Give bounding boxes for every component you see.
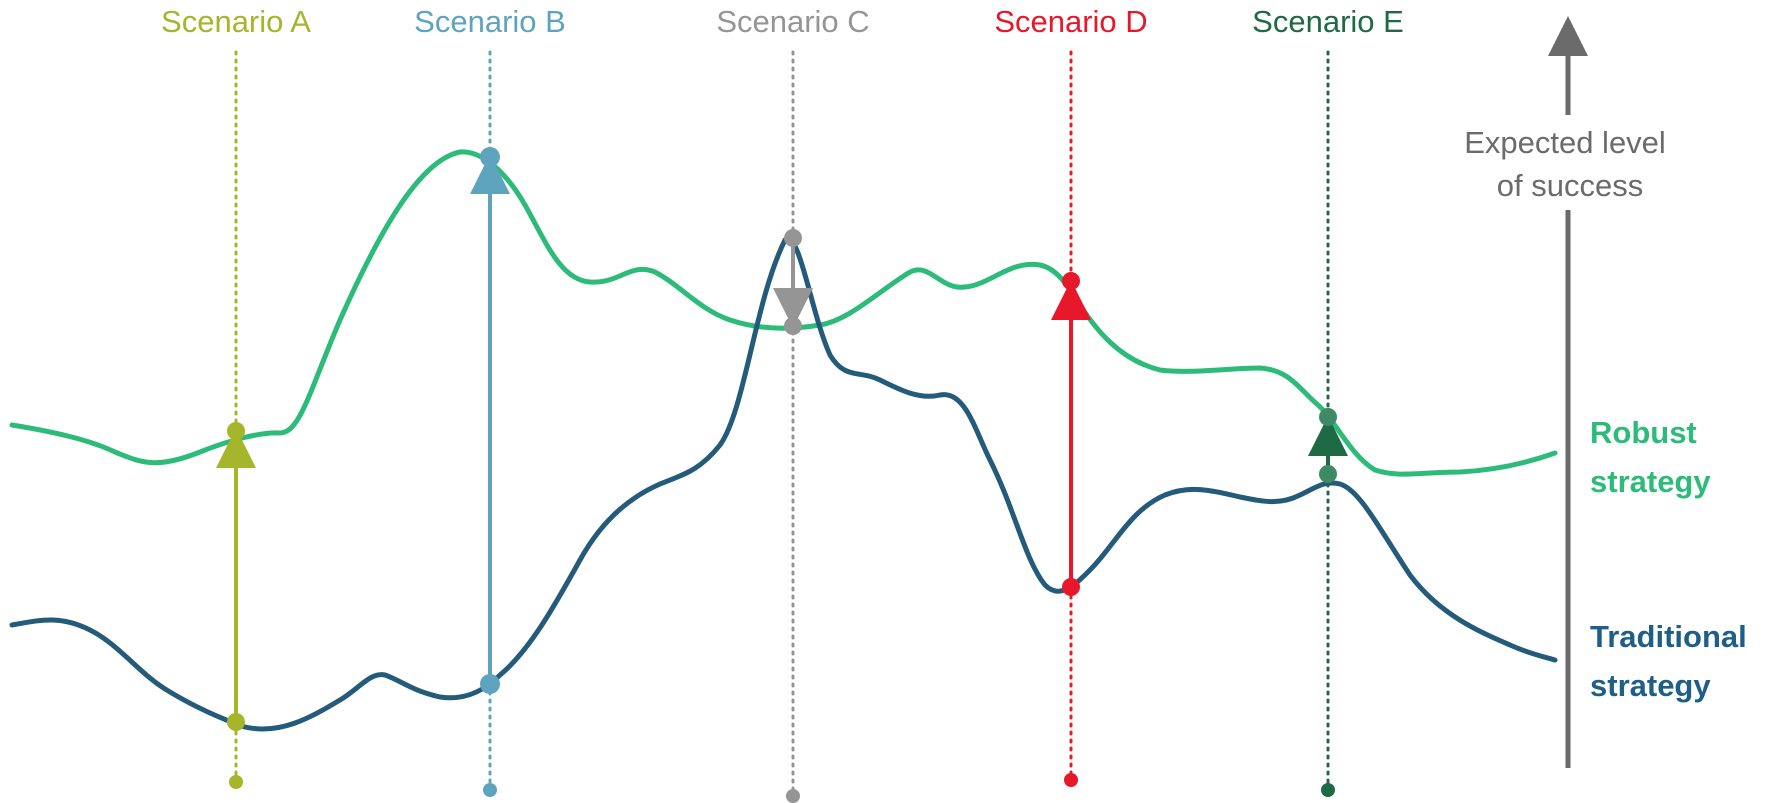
robust-strategy-curve [9,149,1558,477]
traditional-strategy-label-line-1: Traditional [1590,619,1747,654]
scenario-b-robust-point [480,147,500,167]
axis-label-line-1: Expected level [1464,125,1666,160]
scenario-e-label: Scenario E [1252,4,1404,39]
scenario-e-base-dot [1321,783,1335,797]
scenario-e-traditional-point [1319,465,1337,483]
traditional-strategy-curve [9,236,1558,732]
scenario-c-traditional-point [784,229,802,247]
scenario-c-label: Scenario C [716,4,869,39]
scenario-d-label: Scenario D [994,4,1147,39]
robust-strategy-label-line-1: Robust [1590,415,1697,450]
scenario-a-traditional-point [227,713,245,731]
scenario-e-robust-point [1319,408,1337,426]
scenario-c-base-dot [786,789,800,803]
scenario-b-base-dot [483,783,497,797]
robust-strategy-label-line-2: strategy [1590,464,1711,499]
scenario-b-label: Scenario B [414,4,566,39]
scenario-a-base-dot [229,775,243,789]
scenario-a-label: Scenario A [161,4,311,39]
scenario-d-traditional-point [1062,578,1080,596]
scenario-d-base-dot [1064,773,1078,787]
axis-label-line-2: of success [1497,168,1643,203]
scenario-a-robust-point [227,422,245,440]
scenario-c-robust-point [784,317,802,335]
traditional-strategy-label-line-2: strategy [1590,668,1711,703]
scenario-b-traditional-point [480,674,500,694]
scenario-d-robust-point [1062,272,1080,290]
